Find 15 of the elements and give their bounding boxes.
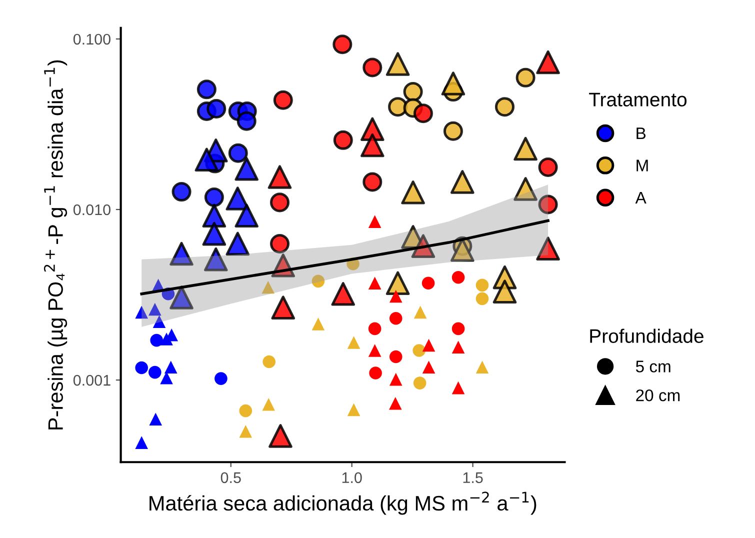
y-tick-label: 0.001 bbox=[73, 374, 110, 386]
x-tick-label: 0.5 bbox=[220, 472, 241, 484]
x-tick-label: 1.0 bbox=[342, 472, 362, 484]
legend-label: A bbox=[635, 192, 646, 204]
x-axis-title: Matéria seca adicionada (kg MS m$^{−2}$ a$^{−1}$) bbox=[150, 492, 536, 515]
legend-label: M bbox=[636, 160, 648, 172]
y-axis-title: P-resina (µg PO₄$^{2+}$-P g$^{−1}$ resina dia$^{−1}$) bbox=[44, 60, 68, 430]
text: 20 cm bbox=[636, 389, 680, 402]
text: Profundidade bbox=[590, 328, 704, 343]
legend-label: B bbox=[636, 128, 646, 140]
x-tick-label: 1.5 bbox=[463, 472, 483, 484]
y-tick-label: 0.010 bbox=[73, 204, 110, 216]
text: 5 cm bbox=[636, 360, 670, 372]
legend-title: Tratamento bbox=[589, 92, 686, 106]
y-tick-label: 0.100 bbox=[73, 34, 110, 45]
